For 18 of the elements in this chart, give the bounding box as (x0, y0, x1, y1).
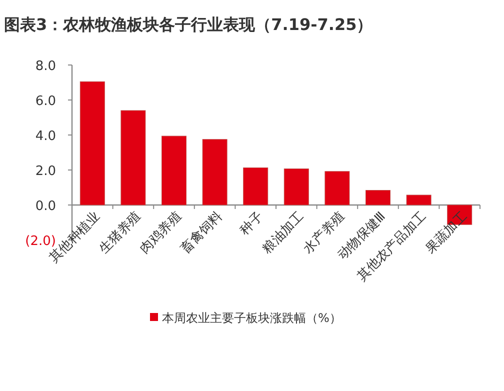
bar (202, 139, 228, 206)
y-tick-label: 2.0 (35, 164, 56, 179)
legend-label: 本周农业主要子板块涨跌幅（%） (162, 311, 342, 325)
bar (324, 171, 350, 206)
bar (284, 168, 309, 206)
y-tick-label: 0.0 (35, 199, 56, 214)
bar (120, 110, 146, 206)
bar (243, 167, 268, 206)
bar (162, 136, 186, 206)
bar (80, 81, 105, 206)
y-tick-label: 8.0 (35, 59, 56, 74)
y-tick-label: (2.0) (25, 234, 56, 249)
x-tick-label: 种子 (237, 209, 266, 238)
chart-title: 图表3：农林牧渔板块各子行业表现（7.19-7.25） (4, 15, 373, 34)
bar (366, 190, 390, 206)
y-tick-label: 4.0 (35, 129, 56, 144)
bar (406, 194, 432, 206)
y-tick-label: 6.0 (35, 94, 56, 109)
